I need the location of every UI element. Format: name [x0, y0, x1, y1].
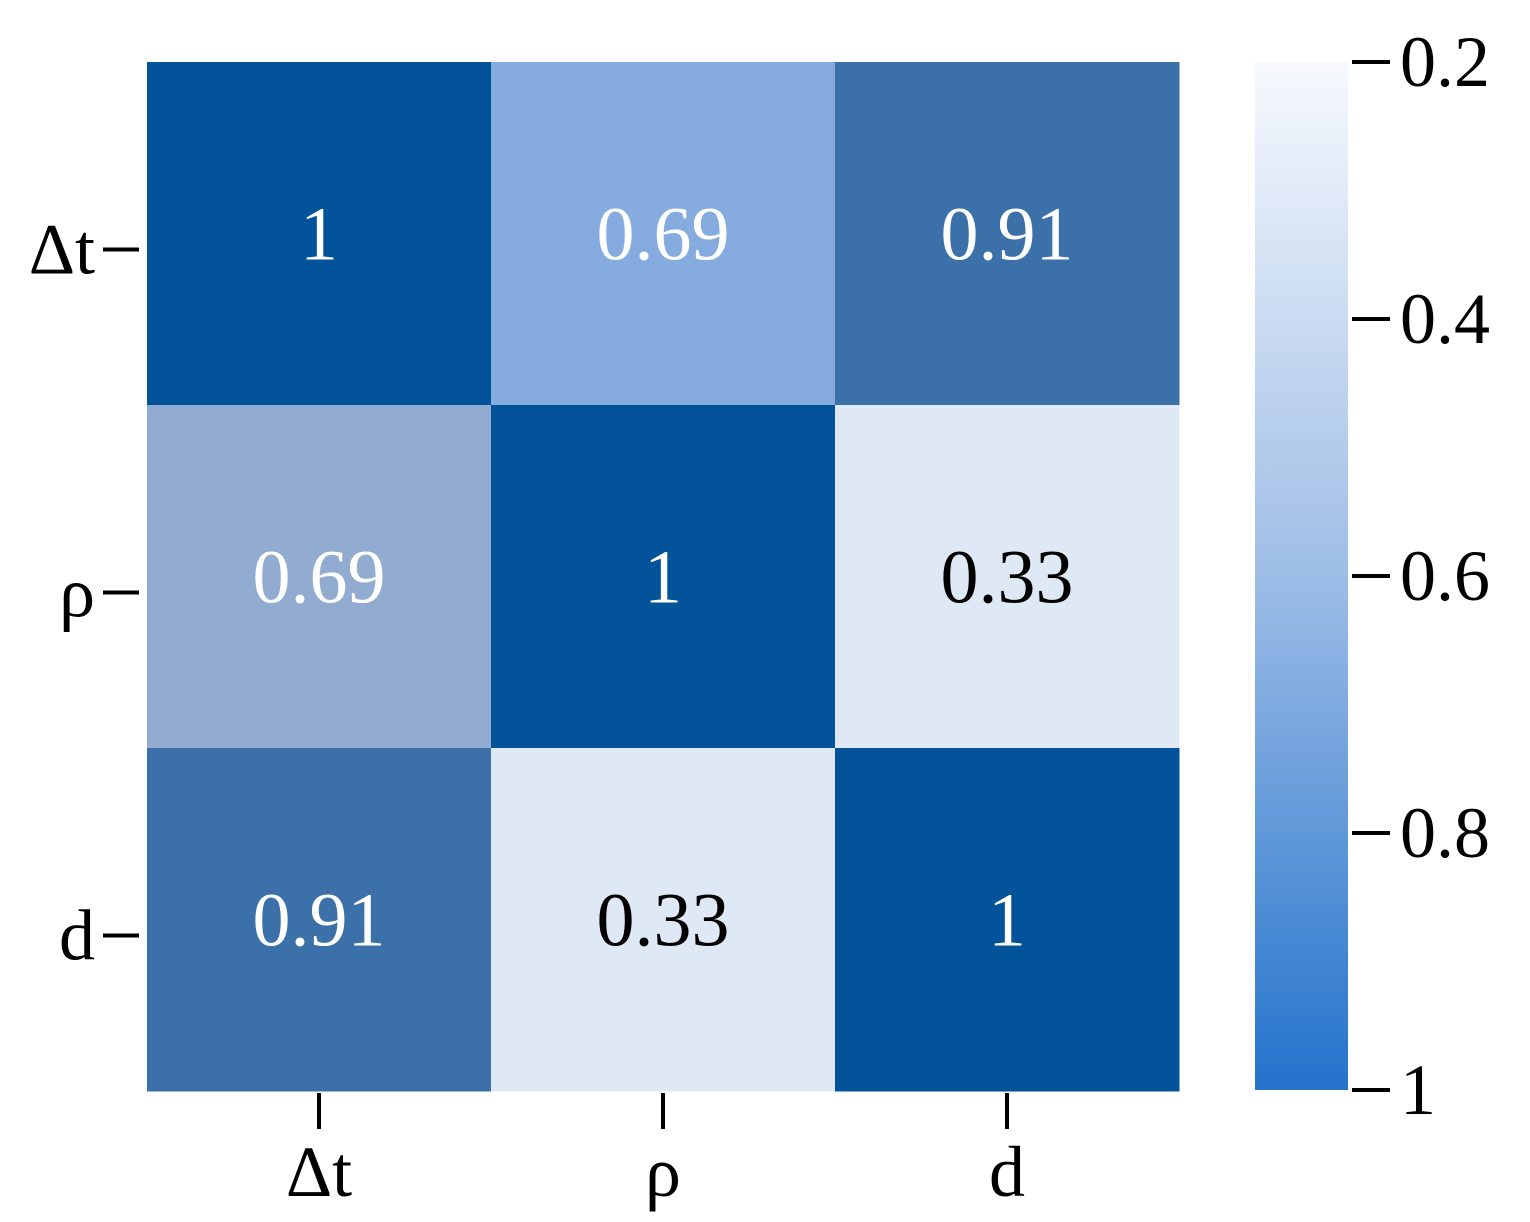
colorbar-tick-label-1: 0.4 [1400, 279, 1490, 359]
colorbar-tick-label-4: 1 [1400, 1050, 1436, 1130]
x-axis: Δt ρ d [286, 1093, 1025, 1212]
colorbar: 0.2 0.4 0.6 0.8 1 [1255, 22, 1490, 1130]
heatmap-cell-r1-c0 [147, 405, 492, 749]
colorbar-tick-label-0: 0.2 [1400, 22, 1490, 102]
heatmap-cell-label-r0-c1: 0.69 [597, 193, 730, 277]
colorbar-bar [1255, 62, 1348, 1090]
heatmap-cell-r1-c2 [835, 405, 1180, 749]
heatmap-cell-r0-c1 [491, 62, 836, 406]
heatmap-cell-label-r1-c2: 0.33 [941, 536, 1074, 620]
heatmap-cell-r2-c0 [147, 748, 492, 1092]
heatmap-cell-r2-c2 [835, 748, 1180, 1092]
heatmap-cell-label-r1-c1: 1 [644, 536, 682, 620]
y-axis: Δt ρ d [29, 210, 139, 976]
colorbar-tick-label-2: 0.6 [1400, 536, 1490, 616]
heatmap-cell-r0-c2 [835, 62, 1180, 406]
y-tick-label-1: ρ [59, 553, 95, 633]
y-tick-label-2: d [59, 896, 95, 976]
heatmap-cell-label-r0-c2: 0.91 [941, 193, 1074, 277]
heatmap-cell-label-r2-c1: 0.33 [597, 879, 730, 963]
x-tick-label-0: Δt [286, 1132, 352, 1212]
heatmap-cell-r0-c0 [147, 62, 492, 406]
heatmap-cell-label-r2-c0: 0.91 [253, 879, 386, 963]
x-tick-label-1: ρ [645, 1132, 681, 1212]
heatmap-cells [147, 62, 1180, 1092]
heatmap-cell-labels: 1 0.69 0.91 0.69 1 0.33 0.91 0.33 1 [253, 193, 1074, 963]
x-tick-label-2: d [989, 1132, 1025, 1212]
heatmap-cell-label-r2-c2: 1 [988, 879, 1026, 963]
heatmap-cell-label-r0-c0: 1 [300, 193, 338, 277]
colorbar-tick-label-3: 0.8 [1400, 793, 1490, 873]
y-tick-label-0: Δt [29, 210, 95, 290]
heatmap-cell-r2-c1 [491, 748, 836, 1092]
heatmap-cell-label-r1-c0: 0.69 [253, 536, 386, 620]
heatmap-cell-r1-c1 [491, 405, 836, 749]
